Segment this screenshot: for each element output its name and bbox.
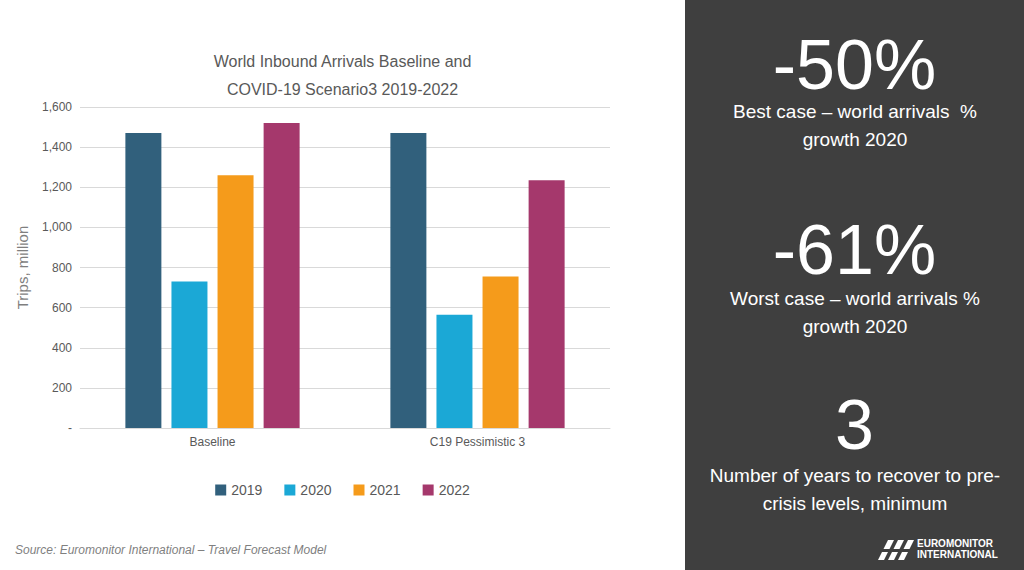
svg-text:2020: 2020 (300, 482, 331, 498)
svg-text:World Inbound Arrivals Baselin: World Inbound Arrivals Baseline and (214, 53, 472, 70)
svg-text:Trips, million: Trips, million (14, 226, 31, 310)
svg-text:Baseline: Baseline (189, 435, 235, 449)
html-text:Best case – world arrivals % g: Best case – world arrivals % growth 2020 (733, 101, 983, 150)
html-text:Number of years to recover to: Number of years to recover to pre-crisis… (709, 465, 1001, 514)
svg-text:2021: 2021 (370, 482, 401, 498)
svg-text:C19 Pessimistic 3: C19 Pessimistic 3 (430, 435, 526, 449)
svg-text:2019: 2019 (231, 482, 262, 498)
svg-text:600: 600 (52, 301, 72, 315)
html-text:Source: Euromonitor Internatio: Source: Euromonitor International – Trav… (15, 543, 327, 557)
html-text:3: 3 (835, 386, 874, 464)
svg-text:1,200: 1,200 (42, 180, 72, 194)
svg-text:800: 800 (52, 261, 72, 275)
svg-text:1,400: 1,400 (42, 140, 72, 154)
html-text:Worst case – world arrivals %: Worst case – world arrivals % growth 202… (730, 288, 986, 337)
html-text:-61%: -61% (772, 211, 937, 289)
svg-text:400: 400 (52, 341, 72, 355)
html-text:EUROMONITOR INTERNATIONAL: EUROMONITOR INTERNATIONAL (917, 538, 998, 560)
svg-text:200: 200 (52, 381, 72, 395)
svg-text:1,600: 1,600 (42, 100, 72, 114)
svg-text:1,000: 1,000 (42, 220, 72, 234)
svg-text:2022: 2022 (439, 482, 470, 498)
svg-text:-: - (68, 421, 72, 435)
html-text:-50%: -50% (772, 26, 937, 104)
svg-text:COVID-19 Scenario3 2019-2022: COVID-19 Scenario3 2019-2022 (227, 81, 458, 98)
